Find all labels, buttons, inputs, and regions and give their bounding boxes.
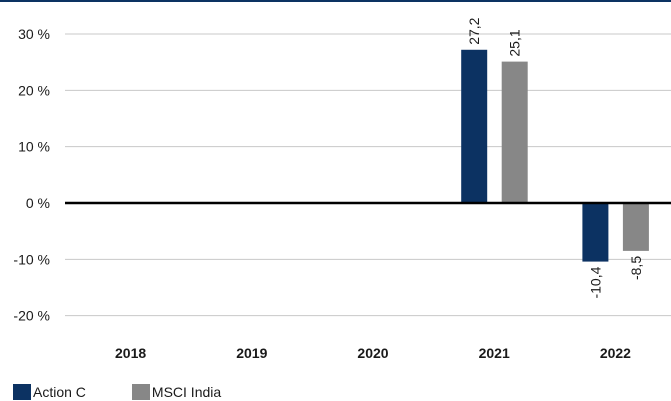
data-label: -10,4 — [587, 266, 603, 298]
x-tick-label: 2020 — [357, 345, 388, 361]
x-tick-label: 2021 — [479, 345, 510, 361]
y-tick-label: 0 % — [26, 195, 50, 211]
x-tick-label: 2022 — [600, 345, 631, 361]
bar-action-c-2021 — [461, 49, 488, 204]
legend-label-msci-india: MSCI India — [151, 384, 222, 400]
legend-item-action-c: Action C — [13, 384, 86, 400]
bar-action-c-2022 — [582, 203, 609, 262]
y-tick-label: 10 % — [18, 139, 50, 155]
x-tick-label: 2019 — [236, 345, 267, 361]
bar-msci-india-2021 — [501, 61, 528, 203]
legend-swatch-msci-india — [131, 384, 150, 400]
bar-msci-india-2022 — [622, 203, 649, 251]
legend-label-action-c: Action C — [33, 384, 86, 400]
data-label: -8,5 — [628, 256, 644, 280]
data-label: 27,2 — [466, 17, 482, 44]
bar-chart: 30 % 20 % 10 % 0 % -10 % -20 % 27,2 -10,4 25,1 -8… — [0, 0, 671, 361]
legend-item-msci-india: MSCI India — [131, 384, 222, 400]
y-tick-label: -20 % — [13, 308, 50, 324]
y-tick-label: -10 % — [13, 251, 50, 267]
legend: Action C MSCI India — [13, 383, 267, 401]
data-label: 25,1 — [507, 29, 523, 56]
y-tick-label: 30 % — [18, 26, 50, 42]
y-tick-label: 20 % — [18, 82, 50, 98]
legend-swatch-action-c — [13, 384, 31, 400]
x-tick-label: 2018 — [115, 345, 146, 361]
